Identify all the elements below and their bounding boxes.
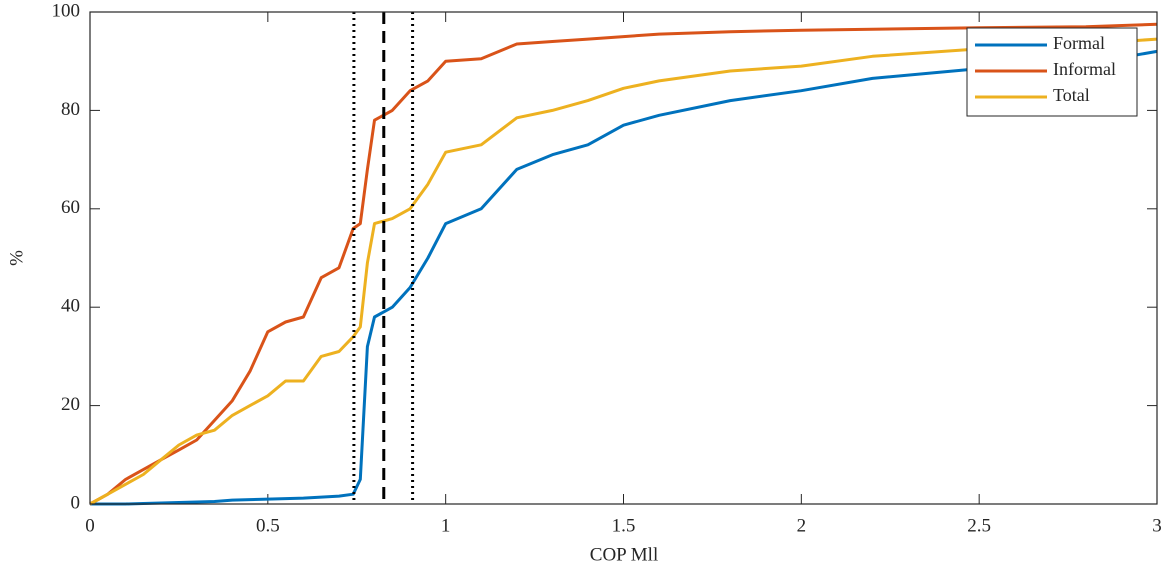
data-line	[89, 37, 1158, 506]
y-tick-label: 20	[61, 394, 80, 415]
y-tick-label: 60	[61, 197, 80, 218]
x-axis-label: COP Mll	[590, 544, 658, 565]
x-tick-label: 0	[85, 515, 95, 536]
x-tick-label: 1	[441, 515, 451, 536]
x-tick-label: 3	[1152, 515, 1162, 536]
y-tick-label: 0	[71, 492, 81, 513]
legend-label: Total	[1053, 85, 1090, 105]
legend-label: Formal	[1053, 33, 1105, 53]
x-tick-label: 1.5	[612, 515, 636, 536]
legend-label: Informal	[1053, 59, 1116, 79]
x-tick-label: 0.5	[256, 515, 280, 536]
axes-box	[89, 11, 1158, 505]
y-tick-label: 80	[61, 99, 80, 120]
x-tick-label: 2	[797, 515, 807, 536]
legend-box	[966, 27, 1138, 117]
y-tick-label: 40	[61, 296, 80, 317]
data-line	[90, 49, 1158, 506]
y-tick-label: 100	[52, 0, 81, 21]
y-axis-label: %	[6, 250, 27, 266]
data-line	[89, 22, 1158, 506]
x-tick-label: 2.5	[967, 515, 991, 536]
